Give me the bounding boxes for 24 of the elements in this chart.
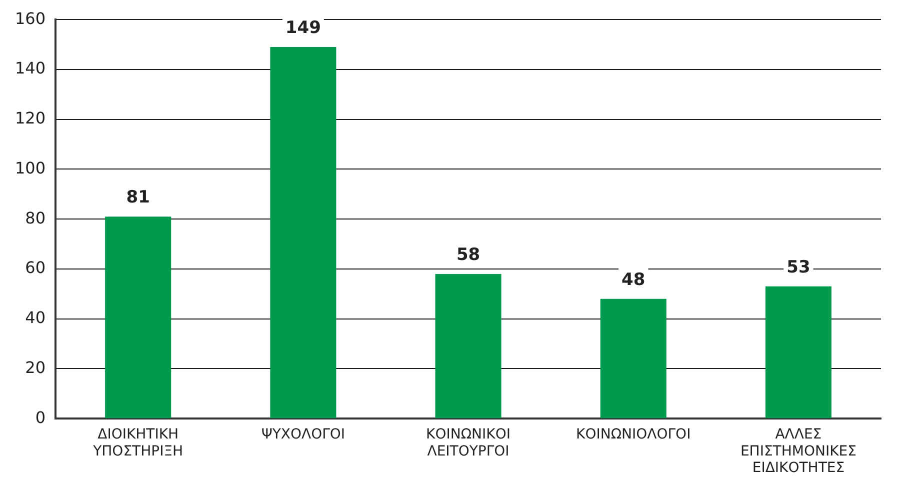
x-tick-label: ΚΟΙΝΩΝΙΚΟΙ ΛΕΙΤΟΥΡΓΟΙ [426, 426, 510, 460]
x-tick-label: ΑΛΛΕΣ ΕΠΙΣΤΗΜΟΝΙΚΕΣ ΕΙΔΙΚΟΤΗΤΕΣ [740, 426, 856, 476]
y-tick-label: 120 [14, 108, 46, 128]
data-label: 58 [456, 244, 480, 265]
bar [435, 274, 502, 418]
x-tick-label: ΔΙΟΙΚΗΤΙΚΗ ΥΠΟΣΤΗΡΙΞΗ [92, 426, 184, 460]
y-tick-label: 160 [14, 8, 46, 28]
y-tick-label: 60 [25, 258, 46, 278]
data-label: 81 [126, 188, 150, 208]
data-label: 149 [285, 18, 321, 38]
y-tick-label: 80 [25, 208, 46, 228]
bar [105, 216, 172, 418]
x-tick-label: ΨΥΧΟΛΟΓΟΙ [261, 426, 346, 443]
y-tick-label: 0 [35, 408, 46, 427]
data-label: 48 [622, 270, 646, 290]
y-tick-label: 140 [14, 58, 46, 78]
data-label: 53 [786, 257, 810, 278]
bar [600, 298, 666, 418]
y-tick-label: 100 [14, 158, 46, 178]
y-tick-label: 20 [25, 358, 46, 377]
bar [765, 286, 832, 418]
x-tick-label: ΚΟΙΝΩΝΙΟΛΟΓΟΙ [576, 426, 691, 443]
y-tick-label: 40 [25, 308, 46, 328]
bar [270, 47, 336, 418]
